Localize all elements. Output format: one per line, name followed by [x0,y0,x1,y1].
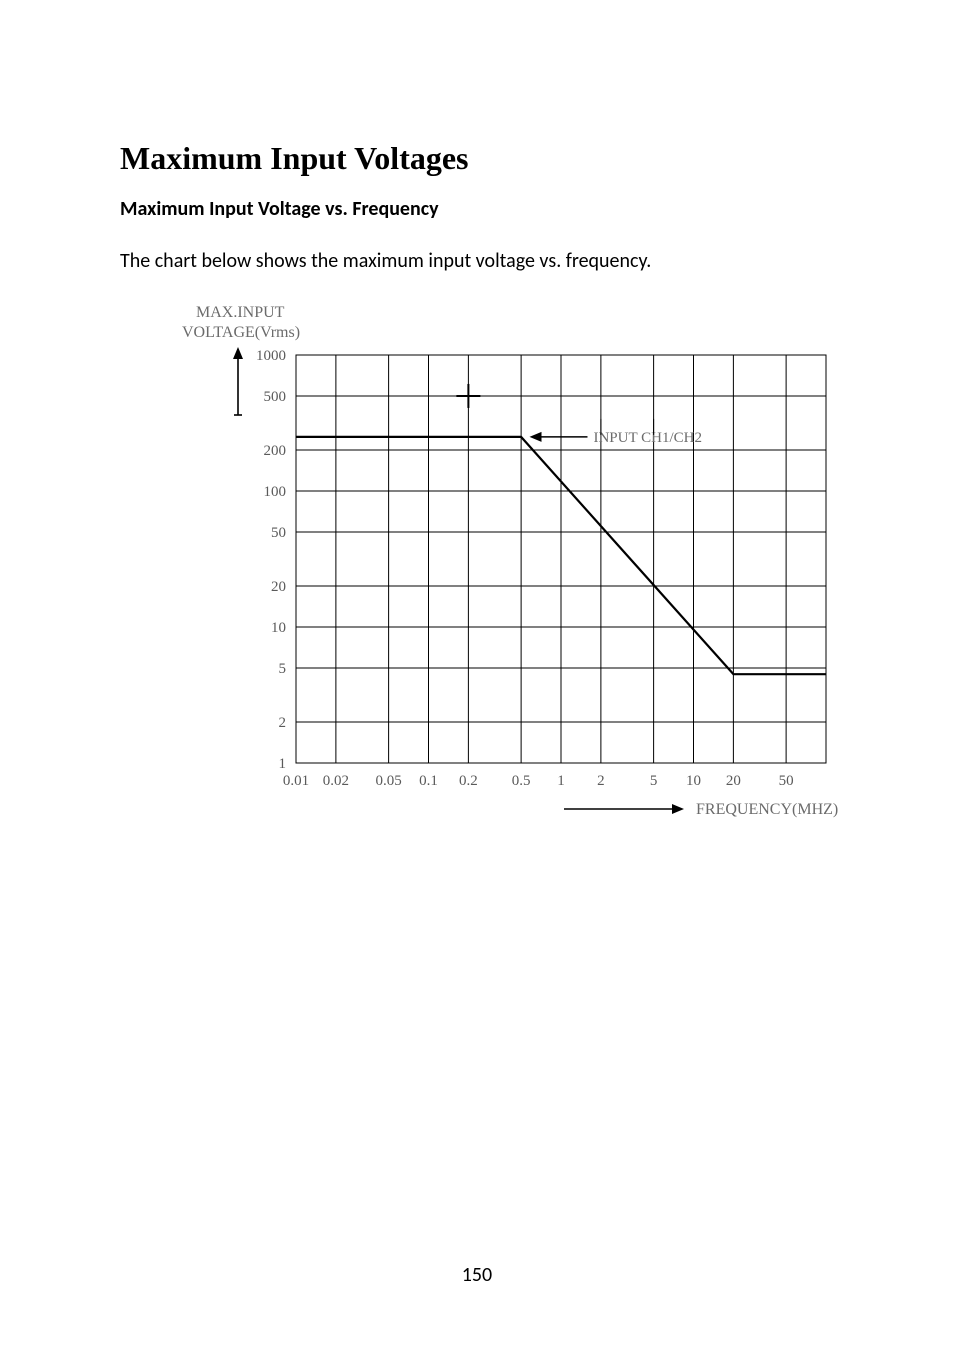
svg-text:50: 50 [779,773,794,789]
voltage-frequency-chart: 10005002001005020105210.010.020.050.10.2… [126,297,834,842]
svg-text:5: 5 [650,773,658,789]
svg-text:0.05: 0.05 [375,773,401,789]
svg-text:10: 10 [686,773,701,789]
svg-text:100: 100 [264,484,287,500]
svg-text:5: 5 [279,661,287,677]
svg-text:200: 200 [264,443,287,459]
svg-text:50: 50 [271,525,286,541]
svg-text:0.2: 0.2 [459,773,478,789]
svg-text:1: 1 [279,756,287,772]
svg-text:FREQUENCY(MHZ): FREQUENCY(MHZ) [696,801,838,818]
svg-text:20: 20 [271,579,286,595]
svg-text:1: 1 [557,773,565,789]
svg-text:500: 500 [264,389,287,405]
svg-text:1000: 1000 [256,348,286,364]
page-number: 150 [0,1263,954,1287]
svg-text:0.5: 0.5 [512,773,531,789]
svg-text:2: 2 [597,773,605,789]
svg-text:0.02: 0.02 [323,773,349,789]
svg-text:0.01: 0.01 [283,773,309,789]
body-text: The chart below shows the maximum input … [120,249,834,273]
page-title: Maximum Input Voltages [120,140,834,177]
section-subtitle: Maximum Input Voltage vs. Frequency [120,197,834,221]
svg-text:INPUT CH1/CH2: INPUT CH1/CH2 [593,430,702,446]
svg-text:10: 10 [271,620,286,636]
svg-text:20: 20 [726,773,741,789]
svg-text:0.1: 0.1 [419,773,438,789]
document-page: Maximum Input Voltages Maximum Input Vol… [0,0,954,842]
chart-svg: 10005002001005020105210.010.020.050.10.2… [126,297,866,837]
svg-text:VOLTAGE(Vrms): VOLTAGE(Vrms) [182,324,300,341]
svg-text:MAX.INPUT: MAX.INPUT [196,304,285,321]
svg-text:2: 2 [279,715,287,731]
